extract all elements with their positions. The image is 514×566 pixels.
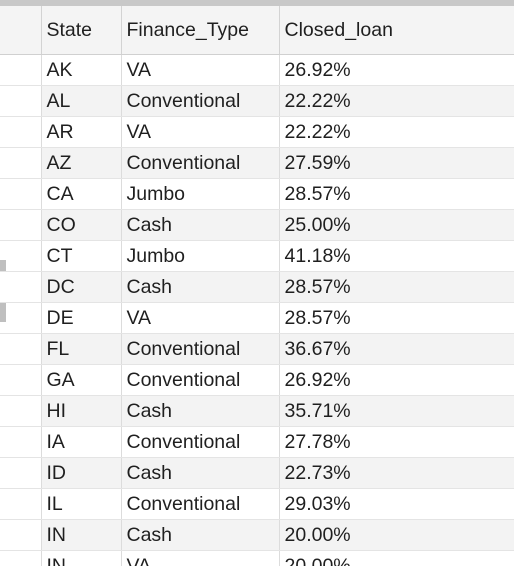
table-row[interactable]: IL Conventional 29.03%: [0, 488, 514, 520]
table-row[interactable]: IN VA 20.00%: [0, 550, 514, 566]
row-selector[interactable]: [0, 395, 42, 427]
table-row[interactable]: DE VA 28.57%: [0, 302, 514, 334]
column-header-state[interactable]: State: [41, 6, 122, 55]
cell-closed-loan[interactable]: 28.57%: [279, 302, 514, 334]
cell-state[interactable]: AL: [41, 85, 122, 117]
cell-finance-type[interactable]: VA: [121, 302, 280, 334]
cell-finance-type[interactable]: Cash: [121, 209, 280, 241]
cell-state[interactable]: IN: [41, 519, 122, 551]
row-selector[interactable]: [0, 178, 42, 210]
cell-finance-type[interactable]: Jumbo: [121, 240, 280, 272]
cell-closed-loan[interactable]: 22.22%: [279, 85, 514, 117]
cell-finance-type[interactable]: Cash: [121, 457, 280, 489]
cell-finance-type[interactable]: Conventional: [121, 85, 280, 117]
row-selector[interactable]: [0, 333, 42, 365]
cell-finance-type[interactable]: Cash: [121, 395, 280, 427]
cell-finance-type[interactable]: VA: [121, 116, 280, 148]
cell-state[interactable]: IA: [41, 426, 122, 458]
cell-closed-loan[interactable]: 41.18%: [279, 240, 514, 272]
cell-state[interactable]: DC: [41, 271, 122, 303]
cell-state[interactable]: FL: [41, 333, 122, 365]
row-selector[interactable]: [0, 116, 42, 148]
cell-closed-loan[interactable]: 20.00%: [279, 550, 514, 566]
cell-finance-type[interactable]: VA: [121, 550, 280, 566]
cell-state[interactable]: AK: [41, 54, 122, 86]
cell-state[interactable]: CA: [41, 178, 122, 210]
cell-closed-loan[interactable]: 29.03%: [279, 488, 514, 520]
row-selector[interactable]: [0, 550, 42, 566]
row-selector[interactable]: [0, 85, 42, 117]
table-row[interactable]: IA Conventional 27.78%: [0, 426, 514, 458]
row-selector[interactable]: [0, 240, 42, 272]
cell-finance-type[interactable]: Cash: [121, 519, 280, 551]
cell-closed-loan[interactable]: 35.71%: [279, 395, 514, 427]
cell-closed-loan[interactable]: 28.57%: [279, 271, 514, 303]
row-selector[interactable]: [0, 488, 42, 520]
cell-state[interactable]: HI: [41, 395, 122, 427]
cell-closed-loan[interactable]: 26.92%: [279, 54, 514, 86]
row-selector[interactable]: [0, 271, 42, 303]
table-row[interactable]: FL Conventional 36.67%: [0, 333, 514, 365]
cell-finance-type[interactable]: Conventional: [121, 333, 280, 365]
column-header-finance-type[interactable]: Finance_Type: [121, 6, 280, 55]
row-selector[interactable]: [0, 426, 42, 458]
cell-state[interactable]: ID: [41, 457, 122, 489]
row-selector[interactable]: [0, 209, 42, 241]
cell-finance-type[interactable]: Cash: [121, 271, 280, 303]
cell-closed-loan[interactable]: 22.22%: [279, 116, 514, 148]
row-selector[interactable]: [0, 364, 42, 396]
table-row[interactable]: DC Cash 28.57%: [0, 271, 514, 303]
table-row[interactable]: ID Cash 22.73%: [0, 457, 514, 489]
header-row: State Finance_Type Closed_loan: [0, 6, 514, 55]
table-row[interactable]: CA Jumbo 28.57%: [0, 178, 514, 210]
results-table: State Finance_Type Closed_loan AK VA 26.92…: [0, 6, 514, 566]
cell-finance-type[interactable]: Conventional: [121, 426, 280, 458]
cell-closed-loan[interactable]: 27.78%: [279, 426, 514, 458]
table-row[interactable]: CO Cash 25.00%: [0, 209, 514, 241]
cell-finance-type[interactable]: VA: [121, 54, 280, 86]
cell-state[interactable]: DE: [41, 302, 122, 334]
cell-finance-type[interactable]: Jumbo: [121, 178, 280, 210]
cell-closed-loan[interactable]: 20.00%: [279, 519, 514, 551]
cell-finance-type[interactable]: Conventional: [121, 488, 280, 520]
cell-state[interactable]: CT: [41, 240, 122, 272]
cell-closed-loan[interactable]: 26.92%: [279, 364, 514, 396]
grid-top-border: [0, 0, 514, 6]
row-selector[interactable]: [0, 54, 42, 86]
cell-closed-loan[interactable]: 27.59%: [279, 147, 514, 179]
cell-closed-loan[interactable]: 36.67%: [279, 333, 514, 365]
cell-state[interactable]: CO: [41, 209, 122, 241]
cell-closed-loan[interactable]: 28.57%: [279, 178, 514, 210]
row-selector-header[interactable]: [0, 6, 42, 55]
cell-closed-loan[interactable]: 22.73%: [279, 457, 514, 489]
column-header-closed-loan[interactable]: Closed_loan: [279, 6, 514, 55]
cell-closed-loan[interactable]: 25.00%: [279, 209, 514, 241]
table-row[interactable]: GA Conventional 26.92%: [0, 364, 514, 396]
row-selector[interactable]: [0, 147, 42, 179]
table-row[interactable]: AK VA 26.92%: [0, 54, 514, 86]
cell-state[interactable]: AR: [41, 116, 122, 148]
row-selector[interactable]: [0, 519, 42, 551]
cell-finance-type[interactable]: Conventional: [121, 364, 280, 396]
table-row[interactable]: CT Jumbo 41.18%: [0, 240, 514, 272]
cell-state[interactable]: AZ: [41, 147, 122, 179]
table-row[interactable]: IN Cash 20.00%: [0, 519, 514, 551]
table-row[interactable]: HI Cash 35.71%: [0, 395, 514, 427]
cell-state[interactable]: IL: [41, 488, 122, 520]
table-row[interactable]: AR VA 22.22%: [0, 116, 514, 148]
row-selector[interactable]: [0, 302, 42, 334]
table-row[interactable]: AZ Conventional 27.59%: [0, 147, 514, 179]
cell-state[interactable]: GA: [41, 364, 122, 396]
row-selector[interactable]: [0, 457, 42, 489]
table-row[interactable]: AL Conventional 22.22%: [0, 85, 514, 117]
cell-state[interactable]: IN: [41, 550, 122, 566]
cell-finance-type[interactable]: Conventional: [121, 147, 280, 179]
